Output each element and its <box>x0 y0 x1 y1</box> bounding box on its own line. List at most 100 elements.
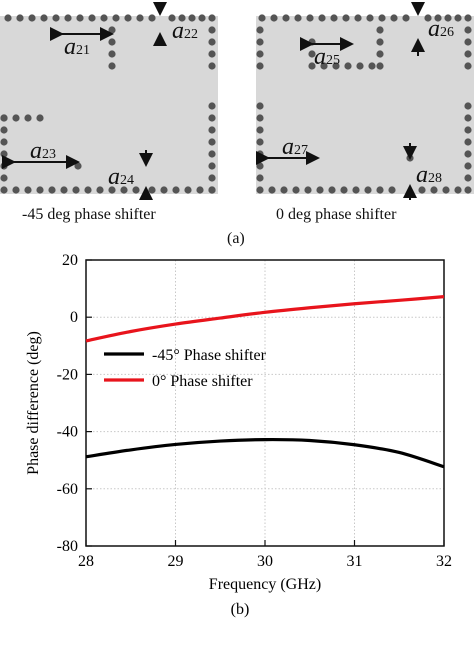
left-via <box>208 150 216 158</box>
left-via <box>108 62 116 70</box>
left-via <box>0 150 8 158</box>
left-via <box>132 186 140 194</box>
right-via <box>366 14 374 22</box>
left-via <box>208 26 216 34</box>
right-via <box>464 62 472 70</box>
left-via <box>208 102 216 110</box>
right-via <box>344 62 352 70</box>
right-via <box>376 186 384 194</box>
left-via <box>48 186 56 194</box>
dim-label-a24: a24 <box>108 164 134 190</box>
y-tick-label: -60 <box>57 481 78 498</box>
right-via <box>320 62 328 70</box>
right-via <box>256 174 264 182</box>
right-via <box>464 114 472 122</box>
right-via <box>378 14 386 22</box>
right-via <box>292 186 300 194</box>
right-via <box>304 186 312 194</box>
left-via <box>120 186 128 194</box>
right-via <box>464 50 472 58</box>
left-via <box>60 186 68 194</box>
right-via <box>256 162 264 170</box>
right-via <box>376 62 384 70</box>
right-via <box>280 186 288 194</box>
right-via <box>418 186 426 194</box>
panel-a-label: (a) <box>227 230 245 247</box>
left-via <box>148 186 156 194</box>
left-via <box>196 186 204 194</box>
left-via <box>36 114 44 122</box>
right-via <box>434 14 442 22</box>
left-via <box>4 14 12 22</box>
left-via <box>12 114 20 122</box>
left-via <box>24 114 32 122</box>
right-via <box>368 62 376 70</box>
right-via <box>390 14 398 22</box>
right-via <box>464 38 472 46</box>
right-via <box>308 50 316 58</box>
chart-ticks: 28 29 30 31 32 -80 -60 -40 -20 0 20 <box>57 252 452 570</box>
right-via <box>308 62 316 70</box>
right-via <box>256 50 264 58</box>
left-via <box>124 14 132 22</box>
left-via <box>96 186 104 194</box>
panel-a-diagram: a21 a22 a23 a24 a25 a26 a27 a28 <box>0 2 474 200</box>
left-via <box>208 126 216 134</box>
right-via <box>256 186 264 194</box>
left-via <box>0 114 8 122</box>
right-via <box>430 186 438 194</box>
left-via-rows <box>0 14 216 194</box>
legend-label-1: 0° Phase shifter <box>152 373 253 390</box>
right-via <box>454 186 462 194</box>
left-via <box>88 14 96 22</box>
right-via <box>256 138 264 146</box>
right-via <box>352 186 360 194</box>
left-via <box>36 186 44 194</box>
left-via <box>208 14 216 22</box>
x-tick-label: 28 <box>78 553 94 570</box>
right-via <box>268 186 276 194</box>
left-via <box>100 14 108 22</box>
left-via <box>52 14 60 22</box>
left-via <box>0 162 8 170</box>
left-via <box>108 26 116 34</box>
left-via <box>16 14 24 22</box>
right-via <box>328 186 336 194</box>
x-tick-label: 30 <box>257 553 273 570</box>
left-via <box>76 14 84 22</box>
legend-label-0: -45° Phase shifter <box>152 347 267 364</box>
right-via <box>256 26 264 34</box>
right-via <box>256 126 264 134</box>
chart-grid <box>85 259 445 547</box>
left-via <box>84 186 92 194</box>
chart-legend: -45° Phase shifter 0° Phase shifter <box>104 347 267 390</box>
y-tick-label: 20 <box>62 252 78 269</box>
left-via <box>184 186 192 194</box>
left-via <box>108 50 116 58</box>
dim-label-a22: a22 <box>172 18 198 44</box>
right-via <box>464 102 472 110</box>
dim-label-a28: a28 <box>416 162 442 188</box>
y-tick-label: -40 <box>57 424 78 441</box>
left-via <box>24 186 32 194</box>
chart-series <box>85 295 445 469</box>
left-via <box>0 138 8 146</box>
left-via <box>208 138 216 146</box>
left-via <box>72 186 80 194</box>
right-via <box>256 150 264 158</box>
right-via <box>354 14 362 22</box>
left-via <box>198 14 206 22</box>
right-via <box>464 14 472 22</box>
x-tick-label: 31 <box>347 553 363 570</box>
right-via <box>464 138 472 146</box>
right-via <box>282 14 290 22</box>
left-via <box>64 14 72 22</box>
right-via <box>444 14 452 22</box>
dim-label-a27: a27 <box>282 134 308 160</box>
dim-label-a26: a26 <box>428 16 454 42</box>
left-via <box>208 186 216 194</box>
phase-difference-chart: 28 29 30 31 32 -80 -60 -40 -20 0 20 -45° Phase shi… <box>25 252 452 618</box>
left-via <box>74 162 82 170</box>
right-via <box>388 186 396 194</box>
right-via <box>464 150 472 158</box>
